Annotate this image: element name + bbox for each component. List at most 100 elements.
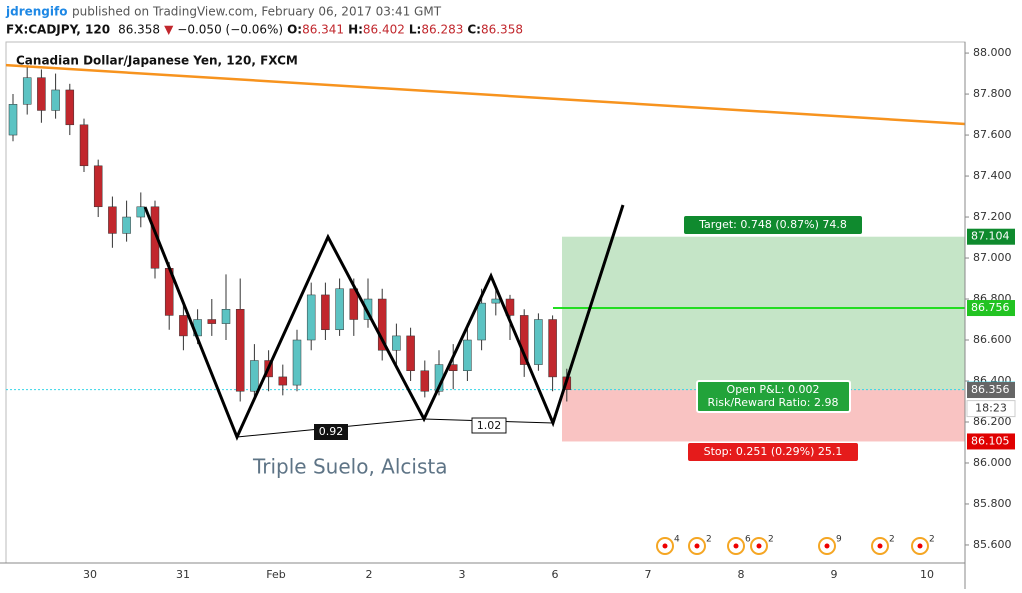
y-tick-label: 85.800 (973, 497, 1012, 510)
author: jdrengifo (5, 5, 67, 19)
candle-body (235, 309, 245, 392)
candle-body (321, 294, 330, 331)
candle-body (108, 206, 117, 234)
header-text: −0.050 (−0.06%) (177, 23, 283, 37)
candle-body (22, 77, 32, 105)
candle-body (179, 315, 188, 337)
header-text: 86.402 (363, 23, 405, 37)
candle-body (505, 298, 515, 316)
event-dot (877, 543, 883, 549)
countdown: 18:23 (975, 402, 1007, 415)
candle-body (65, 89, 75, 126)
candle-body (534, 319, 543, 365)
candle-body (93, 165, 103, 208)
candle-body (363, 298, 373, 320)
pattern-label: Triple Suelo, Alcista (252, 455, 447, 479)
event-dot (756, 543, 762, 549)
candle-body (406, 335, 415, 372)
ratio-label: 0.92 (319, 425, 344, 438)
y-tick-label: 87.200 (973, 210, 1012, 223)
countdown-box (966, 400, 1016, 418)
candle-body (250, 360, 259, 392)
pnl-label: Open P&L: 0.002 (727, 383, 820, 396)
header-text: 86.358 (118, 23, 160, 37)
event-dot (662, 543, 668, 549)
chart-title: Canadian Dollar/Japanese Yen, 120, FXCM (16, 54, 298, 68)
price-label-box (967, 300, 1015, 317)
candle-body (79, 124, 89, 167)
candle-body (491, 298, 501, 304)
event-count: 2 (889, 535, 895, 545)
rr-label: Risk/Reward Ratio: 2.98 (708, 396, 839, 409)
pnl-box (696, 380, 851, 413)
position-label: Stop: 0.251 (0.29%) 25.1 (704, 445, 843, 458)
candle-body (292, 339, 302, 386)
candle-body (420, 370, 430, 392)
price-label: 87.104 (971, 230, 1010, 243)
header-text: FX:CADJPY, 120 (6, 23, 110, 37)
x-tick-label: 30 (83, 568, 97, 581)
candle-body (207, 319, 217, 324)
candle-body (392, 335, 401, 351)
x-tick-label: Feb (266, 568, 285, 581)
header-text: L: (409, 23, 421, 37)
x-tick-label: 31 (176, 568, 190, 581)
candle-body (548, 319, 557, 378)
ratio-label: 1.02 (477, 419, 502, 432)
event-count: 6 (745, 535, 751, 545)
y-tick-label: 88.000 (973, 46, 1012, 59)
header-text: C: (467, 23, 481, 37)
price-label-box (967, 433, 1015, 450)
event-count: 9 (836, 535, 842, 545)
event-dot (824, 543, 830, 549)
y-tick-label: 87.400 (973, 169, 1012, 182)
event-count: 2 (929, 535, 935, 545)
y-tick-label: 87.600 (973, 128, 1012, 141)
ratio-box (314, 424, 348, 440)
position-box (688, 443, 858, 461)
y-tick-label: 87.000 (973, 251, 1012, 264)
candle-body (463, 339, 472, 372)
price-label-box (967, 382, 1015, 399)
header-text: O: (287, 23, 302, 37)
header-text: 86.283 (421, 23, 463, 37)
candle-body (221, 309, 231, 324)
y-tick-label: 86.600 (973, 333, 1012, 346)
header-text: ▼ (164, 23, 174, 37)
price-label: 86.105 (971, 434, 1010, 447)
event-dot (733, 543, 739, 549)
event-dot (917, 543, 923, 549)
price-label-box (967, 228, 1015, 245)
target-zone (562, 236, 965, 390)
candle-body (377, 298, 387, 351)
x-tick-label: 8 (738, 568, 745, 581)
candle-body (8, 104, 18, 136)
x-tick-label: 9 (831, 568, 838, 581)
position-box (684, 216, 862, 234)
candle-body (122, 216, 131, 234)
header-text: 86.358 (481, 23, 523, 37)
candle-body (335, 288, 344, 331)
price-label: 86.756 (971, 301, 1010, 314)
y-tick-label: 87.800 (973, 87, 1012, 100)
x-tick-label: 6 (552, 568, 559, 581)
event-count: 2 (706, 535, 712, 545)
event-dot (694, 543, 700, 549)
position-label: Target: 0.748 (0.87%) 74.8 (698, 218, 847, 231)
header-text: 86.341 (302, 23, 344, 37)
published: published on TradingView.com, February 0… (72, 5, 442, 19)
y-tick-label: 86.200 (973, 415, 1012, 428)
x-tick-label: 2 (366, 568, 373, 581)
candle-body (51, 89, 60, 111)
trend-line (5, 63, 966, 126)
price-label: 86.356 (971, 383, 1010, 396)
event-count: 4 (674, 535, 680, 545)
x-tick-label: 7 (645, 568, 652, 581)
candle-body (150, 206, 160, 269)
x-tick-label: 10 (920, 568, 934, 581)
x-tick-label: 3 (459, 568, 466, 581)
candle-body (519, 315, 529, 365)
candle-body (306, 294, 316, 341)
ratio-box (471, 417, 507, 434)
